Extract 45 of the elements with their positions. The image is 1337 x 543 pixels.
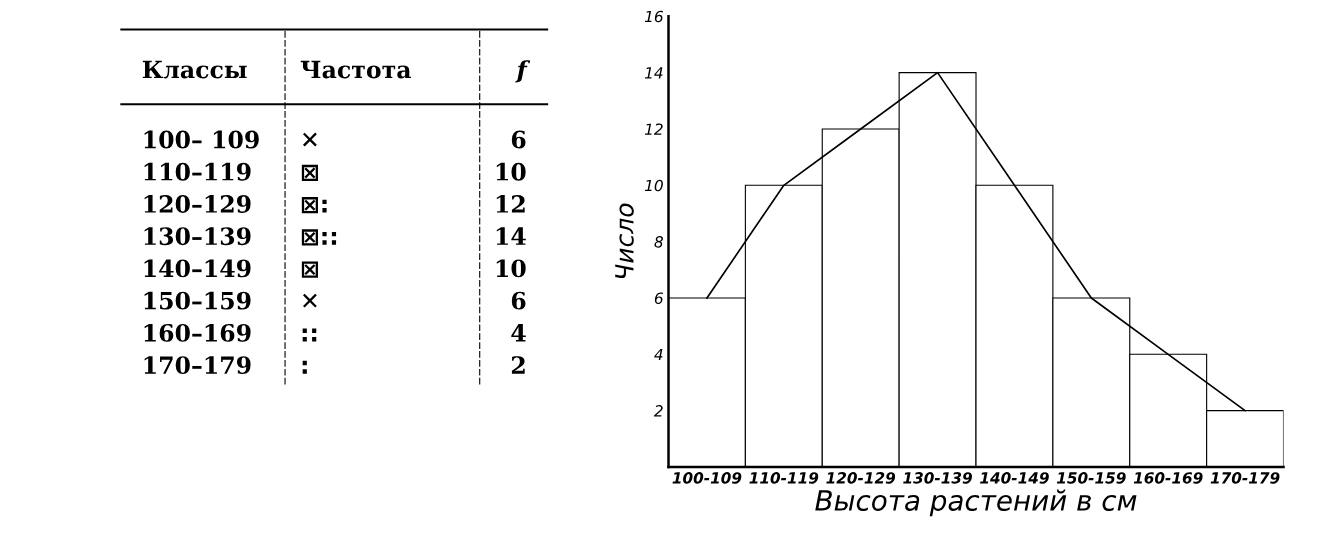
x-tick-label: 150-159 — [1056, 472, 1126, 484]
x-tick-label: 110-119 — [749, 472, 819, 484]
text: 130–139 — [144, 227, 251, 246]
text: 10 — [496, 162, 526, 181]
x-axis-title: Высота растений в см — [815, 489, 1137, 517]
text: Классы — [142, 60, 247, 79]
text: Частота — [300, 60, 412, 79]
text: 6 — [511, 130, 526, 149]
x-tick-label: 140-149 — [980, 472, 1049, 484]
text: 2 — [511, 356, 525, 374]
text: ⊠ — [301, 164, 318, 182]
text: ✕ — [303, 293, 317, 308]
text: ⊠ — [301, 261, 318, 278]
y-tick-label: 16 — [644, 10, 663, 23]
text: 160–169 — [144, 323, 251, 342]
text: f — [515, 60, 531, 83]
x-tick-label: 100-109 — [672, 472, 742, 484]
text: ⊠: — [301, 197, 327, 214]
text: 4 — [511, 323, 526, 342]
x-tick-label: 120-129 — [826, 472, 896, 484]
text: 170–179 — [144, 356, 251, 375]
text: 100– 109 — [144, 130, 259, 149]
y-tick-label: 10 — [644, 179, 663, 192]
text: 10 — [496, 259, 526, 278]
text: 12 — [496, 195, 525, 213]
text: :: — [302, 328, 317, 342]
x-tick-label: 170-179 — [1210, 472, 1280, 484]
y-tick-label: 4 — [654, 348, 663, 361]
x-tick-label: 160-169 — [1133, 472, 1203, 484]
text: 150–159 — [144, 291, 251, 310]
y-tick-label: 8 — [654, 236, 663, 248]
text: ✕ — [303, 132, 317, 147]
text: 14 — [496, 227, 526, 245]
text: 6 — [511, 291, 526, 310]
text: 140–149 — [144, 259, 251, 278]
text: : — [302, 360, 307, 374]
y-axis-title: Число — [615, 203, 634, 279]
y-tick-label: 6 — [654, 292, 663, 304]
text: 110–119 — [144, 162, 251, 181]
y-tick-label: 12 — [644, 123, 663, 135]
text: 120–129 — [144, 195, 251, 213]
y-tick-label: 14 — [644, 67, 663, 79]
y-tick-label: 2 — [653, 405, 663, 417]
x-tick-label: 130-139 — [903, 472, 972, 484]
text: ⊠:: — [301, 229, 337, 246]
